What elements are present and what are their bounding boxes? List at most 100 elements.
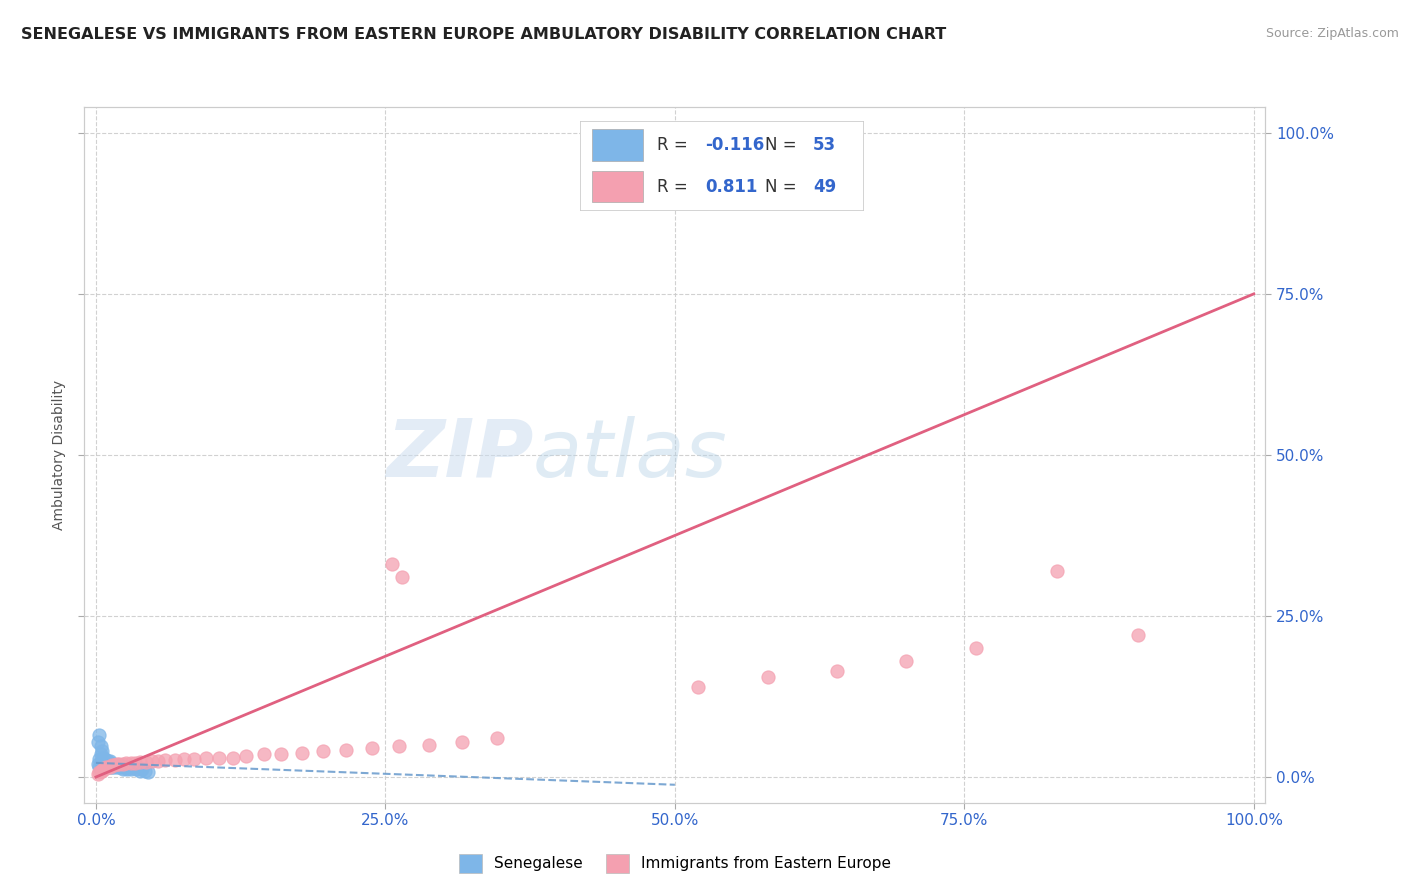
Point xyxy=(96,760,118,774)
Point xyxy=(120,756,142,770)
Point xyxy=(93,756,115,770)
Point xyxy=(110,760,132,774)
Point xyxy=(107,758,129,772)
Point xyxy=(90,739,112,753)
Point xyxy=(104,758,127,772)
Point xyxy=(135,755,157,769)
Point xyxy=(1126,628,1149,642)
Point xyxy=(103,758,125,772)
Point xyxy=(96,757,118,772)
Point xyxy=(103,760,125,774)
Point xyxy=(89,764,111,779)
Point xyxy=(756,670,779,684)
Point xyxy=(125,762,148,776)
Point xyxy=(98,760,121,774)
Point xyxy=(100,758,122,772)
Point xyxy=(194,750,217,764)
Point xyxy=(111,757,134,772)
Point xyxy=(221,750,243,764)
Point xyxy=(124,756,146,770)
Point xyxy=(173,752,195,766)
Point xyxy=(120,762,142,776)
Point xyxy=(91,750,114,764)
Point xyxy=(115,762,138,776)
Point xyxy=(96,754,118,768)
Point xyxy=(101,760,124,774)
Point xyxy=(87,766,110,781)
Point xyxy=(96,758,118,772)
Point xyxy=(1046,564,1069,578)
Point xyxy=(94,757,117,772)
Legend: Senegalese, Immigrants from Eastern Europe: Senegalese, Immigrants from Eastern Euro… xyxy=(453,847,897,879)
Point xyxy=(105,757,128,772)
Point xyxy=(360,741,382,756)
Point xyxy=(291,746,314,760)
Y-axis label: Ambulatory Disability: Ambulatory Disability xyxy=(52,380,66,530)
Point xyxy=(96,760,118,774)
Point xyxy=(90,764,112,778)
Point xyxy=(117,760,139,774)
Point xyxy=(134,764,156,778)
Point xyxy=(90,756,112,770)
Point xyxy=(97,758,120,772)
Point xyxy=(965,641,987,656)
Point xyxy=(94,761,117,775)
Point xyxy=(485,731,508,746)
Point xyxy=(97,756,120,770)
Point xyxy=(93,758,115,772)
Point xyxy=(391,570,413,584)
Point xyxy=(101,758,124,772)
Point xyxy=(136,764,159,779)
Point xyxy=(141,754,163,768)
Point xyxy=(91,757,114,772)
Point xyxy=(686,680,709,694)
Point xyxy=(87,757,110,772)
Point xyxy=(89,728,111,742)
Point xyxy=(418,738,440,752)
Point xyxy=(90,744,112,758)
Point xyxy=(89,760,111,774)
Point xyxy=(129,755,152,769)
Point xyxy=(253,747,276,762)
Point xyxy=(96,760,118,774)
Text: Source: ZipAtlas.com: Source: ZipAtlas.com xyxy=(1265,27,1399,40)
Point xyxy=(108,760,131,774)
Point xyxy=(896,654,918,668)
Point xyxy=(111,762,134,776)
Point xyxy=(90,747,112,762)
Point xyxy=(94,760,117,774)
Point xyxy=(90,764,112,778)
Point xyxy=(148,754,170,768)
Point xyxy=(91,762,114,776)
Point xyxy=(105,760,128,774)
Point xyxy=(90,758,112,772)
Text: ZIP: ZIP xyxy=(385,416,533,494)
Point xyxy=(825,664,848,678)
Point xyxy=(108,757,131,772)
Point xyxy=(115,756,138,770)
Point xyxy=(93,762,115,776)
Point xyxy=(235,749,257,764)
Point xyxy=(131,762,153,776)
Point xyxy=(312,744,335,758)
Point xyxy=(98,760,121,774)
Point xyxy=(381,558,404,572)
Point xyxy=(388,739,411,753)
Point xyxy=(208,750,231,764)
Text: atlas: atlas xyxy=(533,416,728,494)
Point xyxy=(129,764,152,778)
Point xyxy=(270,747,292,762)
Point xyxy=(90,754,112,768)
Point xyxy=(103,758,125,772)
Point xyxy=(91,760,114,774)
Point xyxy=(89,752,111,766)
Point xyxy=(155,753,177,767)
Point xyxy=(100,757,122,772)
Point xyxy=(183,752,205,766)
Point xyxy=(87,734,110,748)
Point xyxy=(96,756,118,770)
Point xyxy=(163,753,186,767)
Point xyxy=(114,760,136,774)
Point xyxy=(122,760,145,774)
Point xyxy=(110,758,132,772)
